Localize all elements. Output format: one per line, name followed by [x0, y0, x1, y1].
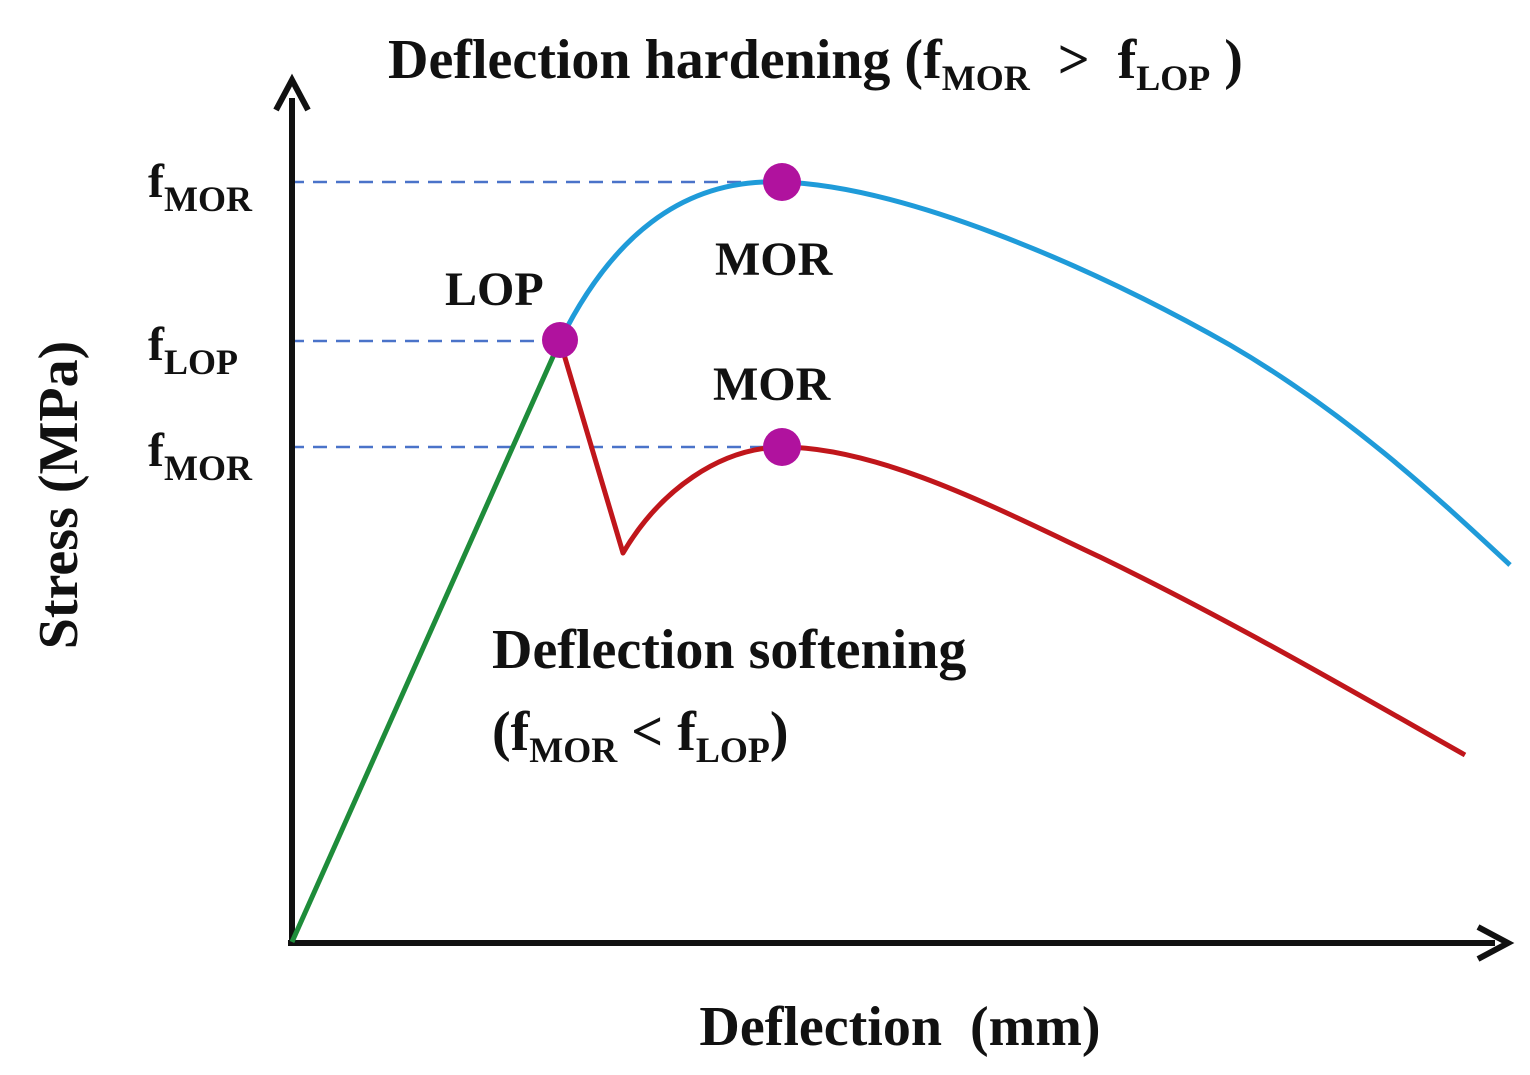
ytick-flop: fLOP [148, 318, 238, 382]
x-axis-label: Deflection (mm) [699, 996, 1100, 1058]
annotation-lop: LOP [445, 263, 544, 316]
series-deflection-softening [557, 340, 1467, 758]
annotation-mor-hardening: MOR [715, 233, 834, 286]
softening-title: Deflection softening [492, 619, 966, 681]
y-axis-label: Stress (MPa) [28, 341, 90, 649]
ytick-fmor-softening: fMOR [148, 424, 253, 488]
ytick-fmor-hardening: fMOR [148, 155, 253, 219]
x-axis-arrowhead [1476, 924, 1515, 962]
softening-condition: (fMOR < fLOP) [492, 701, 789, 770]
point-mor-softening [763, 428, 801, 466]
point-mor-hardening [763, 163, 801, 201]
chart-title: Deflection hardening (fMOR > fLOP ) [388, 29, 1243, 98]
point-lop [542, 322, 578, 358]
annotation-mor-softening: MOR [713, 358, 832, 411]
series-linear-elastic [289, 339, 563, 944]
y-axis-arrowhead [273, 73, 311, 112]
series-deflection-hardening [557, 179, 1512, 567]
